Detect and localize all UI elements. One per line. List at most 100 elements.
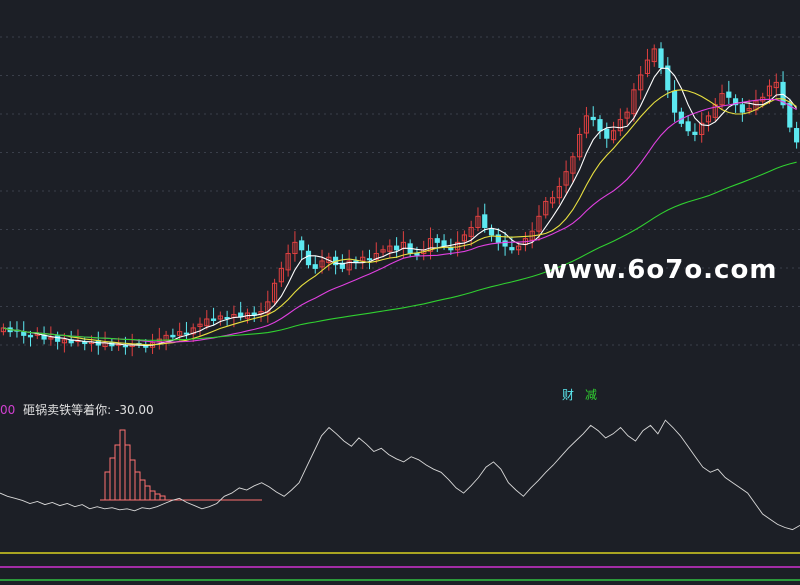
- candle-body: [0, 327, 6, 333]
- candle-body: [177, 331, 183, 336]
- candle-body: [319, 260, 325, 268]
- candle-body: [448, 247, 454, 251]
- candle-body: [461, 234, 468, 242]
- indicator-label: 00 砸锅卖铁等着你: -30.00: [0, 401, 154, 418]
- candle-body: [624, 111, 630, 119]
- candle-body: [671, 90, 678, 113]
- indicator-prefix: 00: [0, 403, 16, 417]
- candle-body: [516, 245, 522, 251]
- candle-body: [441, 240, 447, 247]
- candle-body: [583, 115, 590, 134]
- candle-body: [122, 345, 129, 348]
- candle-body: [475, 215, 481, 228]
- ma10-line: [3, 89, 797, 346]
- candle-body: [726, 91, 732, 98]
- candle-body: [543, 200, 549, 216]
- signal-cai: 财: [562, 388, 575, 402]
- indicator-name: 砸锅卖铁等着你:: [23, 403, 112, 417]
- candle-body: [719, 93, 725, 106]
- candle-body: [597, 119, 603, 132]
- candle-body: [346, 260, 352, 271]
- candle-body: [55, 335, 61, 342]
- ma20-line: [3, 98, 797, 343]
- candle-body: [468, 226, 474, 237]
- candle-body: [549, 197, 556, 204]
- candle-body: [427, 238, 434, 252]
- candle-body: [766, 85, 773, 97]
- candle-body: [48, 337, 54, 340]
- candle-body: [380, 249, 386, 253]
- histogram-bar: [139, 479, 146, 501]
- candle-body: [190, 327, 196, 335]
- candle-body: [495, 234, 501, 243]
- histogram-bar: [114, 444, 121, 501]
- reference-lines: [0, 552, 800, 581]
- candle-body: [590, 116, 596, 121]
- candle-body: [780, 81, 786, 106]
- candle-body: [27, 334, 34, 338]
- histogram-bar: [149, 490, 156, 501]
- candle-body: [305, 250, 312, 266]
- price-grid: [0, 36, 800, 346]
- candle-body: [699, 122, 705, 135]
- candle-body: [82, 341, 88, 345]
- moving-average-lines: [3, 67, 798, 347]
- candle-body: [312, 264, 318, 269]
- candle-body: [482, 214, 488, 228]
- histogram-bar: [129, 459, 136, 501]
- candle-body: [556, 186, 562, 199]
- candle-body: [394, 245, 400, 251]
- histogram-bar: [134, 471, 141, 501]
- candle-body: [265, 301, 271, 314]
- candle-body: [604, 128, 610, 139]
- candle-body: [285, 253, 291, 271]
- candle-body: [692, 131, 698, 135]
- candle-body: [773, 81, 779, 89]
- candle-body: [610, 130, 617, 141]
- candle-body: [414, 253, 420, 256]
- candle-body: [651, 48, 657, 63]
- candle-body: [373, 253, 379, 260]
- candle-body: [170, 334, 176, 338]
- candle-body: [794, 128, 800, 143]
- candle-body: [739, 104, 745, 113]
- histogram-bar: [104, 471, 111, 501]
- histogram-bar: [144, 485, 151, 501]
- histogram-bar: [109, 457, 116, 501]
- candle-body: [631, 89, 637, 115]
- candle-body: [638, 74, 644, 91]
- candle-body: [224, 317, 230, 320]
- candle-body: [210, 318, 217, 321]
- candle-body: [217, 315, 223, 320]
- candle-body: [502, 240, 508, 247]
- candle-body: [746, 107, 752, 112]
- candle-body: [299, 240, 305, 251]
- candle-body: [705, 115, 712, 123]
- candle-body: [61, 339, 68, 344]
- histogram-bar: [154, 493, 161, 501]
- candle-body: [570, 156, 576, 174]
- candle-body: [488, 228, 495, 236]
- candle-body: [183, 332, 190, 335]
- watermark: www.6o7o.com: [543, 255, 778, 285]
- candle-body: [732, 98, 739, 106]
- candle-body: [665, 65, 671, 91]
- signal-jian: 减: [585, 388, 598, 402]
- ma60-line: [3, 161, 797, 341]
- candle-body: [292, 241, 298, 255]
- histogram-bar: [119, 429, 126, 501]
- candle-body: [434, 238, 440, 243]
- candle-body: [644, 59, 651, 74]
- candle-body: [577, 133, 583, 158]
- candle-body: [536, 215, 542, 232]
- candle-body: [787, 102, 793, 128]
- candle-body: [21, 331, 27, 336]
- candle-body: [204, 318, 210, 327]
- candle-body: [271, 282, 278, 303]
- candle-body: [238, 312, 244, 318]
- candle-body: [278, 267, 284, 283]
- oscillator-line: [0, 419, 800, 531]
- ma5-line: [3, 67, 798, 347]
- candle-body: [339, 262, 345, 269]
- candle-body: [685, 121, 691, 132]
